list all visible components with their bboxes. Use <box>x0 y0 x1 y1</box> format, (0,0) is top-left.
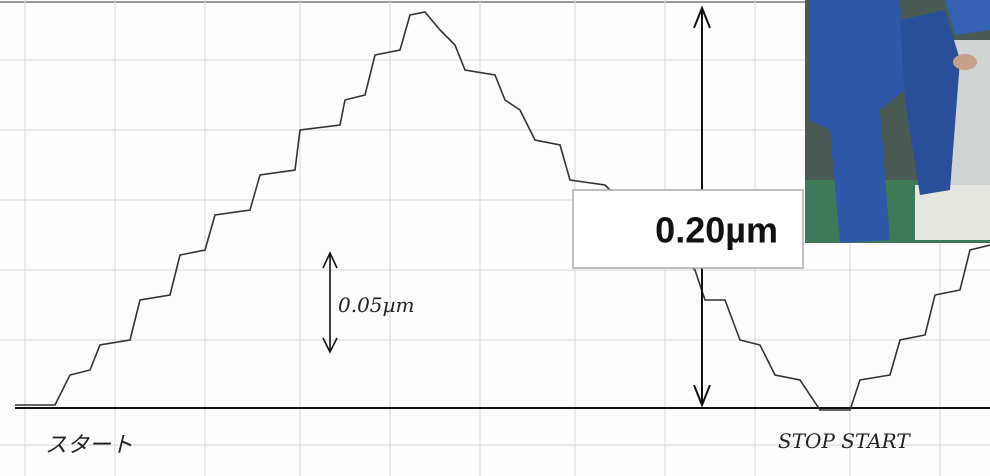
trace <box>15 11 990 411</box>
photo <box>805 0 990 243</box>
amplitude-label: 0.20µm <box>655 210 778 251</box>
step-arrow <box>322 251 338 354</box>
step-label: 0.05µm <box>338 293 415 317</box>
start-label: スタート <box>45 433 133 458</box>
stop-start-label: STOP START <box>778 429 911 453</box>
amplitude-box <box>572 189 804 269</box>
